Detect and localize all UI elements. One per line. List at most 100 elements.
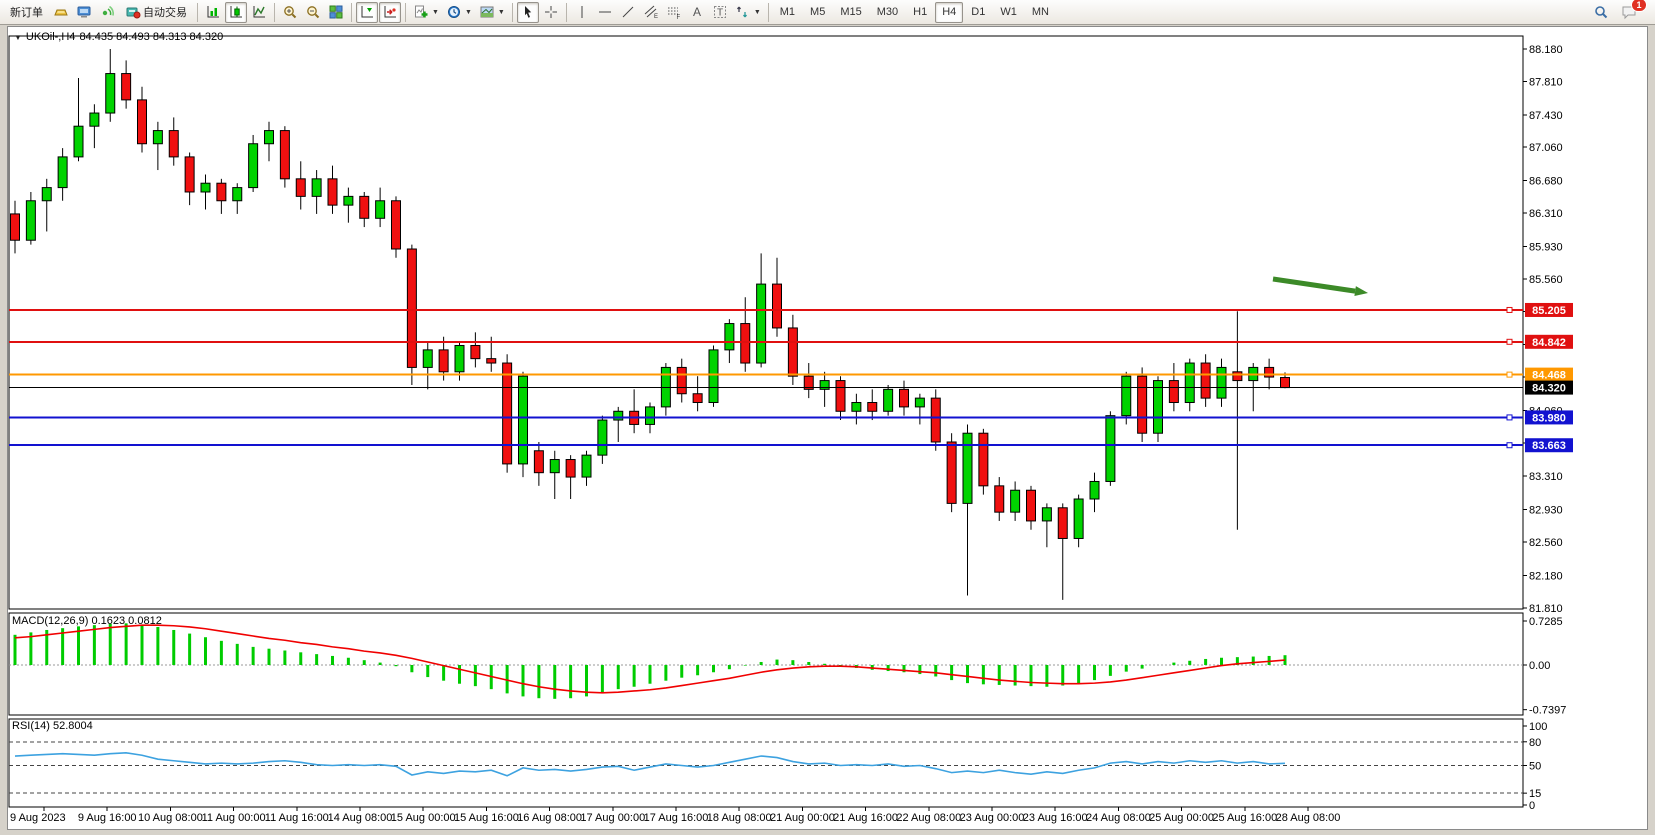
zoom-in-icon xyxy=(284,6,297,19)
candle-body xyxy=(803,375,814,390)
time-tick-label: 18 Aug 08:00 xyxy=(707,812,772,824)
bar-chart-button[interactable] xyxy=(202,2,224,23)
candle-body xyxy=(740,323,751,364)
tf-d1[interactable]: D1 xyxy=(964,2,992,23)
time-tick-label: 24 Aug 08:00 xyxy=(1086,812,1151,824)
price-tick-label: 82.180 xyxy=(1529,570,1563,582)
time-tick-label: 25 Aug 16:00 xyxy=(1212,812,1277,824)
rsi-axis-label: 100 xyxy=(1529,721,1547,733)
candle-body xyxy=(883,388,894,412)
tf-h1[interactable]: H1 xyxy=(906,2,934,23)
toolbar: 新订单 xyxy=(0,0,1655,25)
tf-m5[interactable]: M5 xyxy=(803,2,832,23)
arrow-annotation-head[interactable] xyxy=(1354,286,1368,297)
time-tick-label: 22 Aug 08:00 xyxy=(896,812,961,824)
text-label-tool-button[interactable]: T xyxy=(709,2,731,23)
chart-canvas[interactable]: 88.180 87.810 87.430 87.060 86.680 86.310 85.9… xyxy=(8,27,1647,829)
notifications-button[interactable]: 1 xyxy=(1618,0,1647,23)
price-tick-label: 88.180 xyxy=(1529,44,1563,56)
periods-button[interactable]: ▼ xyxy=(443,2,475,23)
candle-body xyxy=(581,454,592,478)
bar-chart-icon xyxy=(207,6,219,18)
toolbar-separator xyxy=(767,2,769,22)
time-tick-label: 23 Aug 16:00 xyxy=(1023,812,1088,824)
candle-body xyxy=(1057,507,1068,539)
crosshair-button[interactable] xyxy=(540,2,562,23)
chart-shift-button[interactable] xyxy=(356,1,378,23)
candle-body xyxy=(89,112,100,127)
hline-handle[interactable] xyxy=(1506,414,1513,421)
current-price-label: 84.320 xyxy=(1532,383,1566,395)
candle-body xyxy=(375,200,386,219)
level-price-label: 84.842 xyxy=(1532,337,1566,349)
time-tick-label: 10 Aug 08:00 xyxy=(138,812,203,824)
candle-body xyxy=(184,156,195,193)
candle-body xyxy=(724,323,735,351)
candle-body xyxy=(1280,377,1290,389)
hline-handle[interactable] xyxy=(1506,371,1513,378)
candle-body xyxy=(391,200,401,250)
fibonacci-tool-button[interactable]: F xyxy=(663,2,685,23)
chevron-down-icon[interactable]: ▼ xyxy=(14,32,22,42)
horizontal-line-tool-button[interactable] xyxy=(594,2,616,23)
toolbar-right: 1 xyxy=(1590,0,1651,23)
tf-m1[interactable]: M1 xyxy=(773,2,802,23)
vertical-line-tool-button[interactable] xyxy=(571,2,593,23)
zoom-out-button[interactable] xyxy=(302,2,324,23)
macd-axis-label: 0.7285 xyxy=(1529,616,1563,628)
text-icon: A xyxy=(693,5,701,19)
price-tick-label: 85.560 xyxy=(1529,274,1563,286)
candle-body xyxy=(1200,362,1211,399)
arrow-annotation-shaft[interactable] xyxy=(1272,276,1356,294)
new-order-button[interactable]: 新订单 xyxy=(4,2,49,23)
text-tool-button[interactable]: A xyxy=(686,2,708,23)
auto-trading-button[interactable]: 自动交易 xyxy=(119,2,193,23)
chart-title: ▼ UKOil-,H4 84.435 84.493 84.313 84.320 xyxy=(14,31,223,43)
tile-windows-button[interactable] xyxy=(325,2,347,23)
cursor-button[interactable] xyxy=(516,1,539,23)
candle-body xyxy=(10,213,20,241)
candle-body xyxy=(1216,366,1227,399)
add-indicator-button[interactable]: ▼ xyxy=(410,2,442,23)
gold-ingot-button[interactable] xyxy=(50,2,72,23)
candle-body xyxy=(962,432,973,504)
level-price-label: 85.205 xyxy=(1532,305,1566,317)
trend-line-tool-button[interactable] xyxy=(617,2,639,23)
candle-body xyxy=(899,388,909,408)
tf-m30[interactable]: M30 xyxy=(870,2,905,23)
hline-handle[interactable] xyxy=(1506,442,1513,449)
time-tick-label: 11 Aug 00:00 xyxy=(202,812,266,824)
cursor-icon xyxy=(524,6,532,18)
candle-body xyxy=(1010,489,1021,513)
candle-body xyxy=(248,143,259,189)
rsi-axis-label: 80 xyxy=(1529,737,1541,749)
price-level-label-box xyxy=(1525,380,1573,395)
hline-handle[interactable] xyxy=(1506,338,1513,345)
templates-button[interactable]: ▼ xyxy=(476,2,508,23)
macd-indicator-label: MACD(12,26,9) 0.1623 0.0812 xyxy=(12,615,162,627)
candle-body xyxy=(327,178,338,206)
zoom-in-button[interactable] xyxy=(279,2,301,23)
line-chart-button[interactable] xyxy=(248,2,270,23)
macd-signal-line xyxy=(14,624,1286,694)
signal-button[interactable] xyxy=(96,2,118,23)
price-tick-label: 81.810 xyxy=(1529,603,1563,615)
candle-body xyxy=(105,73,116,114)
candle-body xyxy=(121,73,132,101)
auto-scroll-button[interactable] xyxy=(379,1,401,23)
auto-trading-label: 自动交易 xyxy=(143,7,187,19)
terminal-button[interactable] xyxy=(73,2,95,23)
search-button[interactable] xyxy=(1590,2,1612,23)
tf-h4[interactable]: H4 xyxy=(935,1,964,23)
arrows-tool-button[interactable]: ▼ xyxy=(732,2,764,23)
level-price-label: 84.468 xyxy=(1532,370,1566,382)
candle-body xyxy=(216,182,227,202)
tf-w1[interactable]: W1 xyxy=(993,2,1024,23)
candle-body xyxy=(438,349,449,373)
tf-m15[interactable]: M15 xyxy=(833,2,868,23)
candle-body xyxy=(279,130,290,180)
equidistant-channel-tool-button[interactable]: E xyxy=(640,2,662,23)
candlestick-chart-button[interactable] xyxy=(225,1,247,23)
tf-mn[interactable]: MN xyxy=(1025,2,1056,23)
hline-handle[interactable] xyxy=(1506,306,1513,313)
